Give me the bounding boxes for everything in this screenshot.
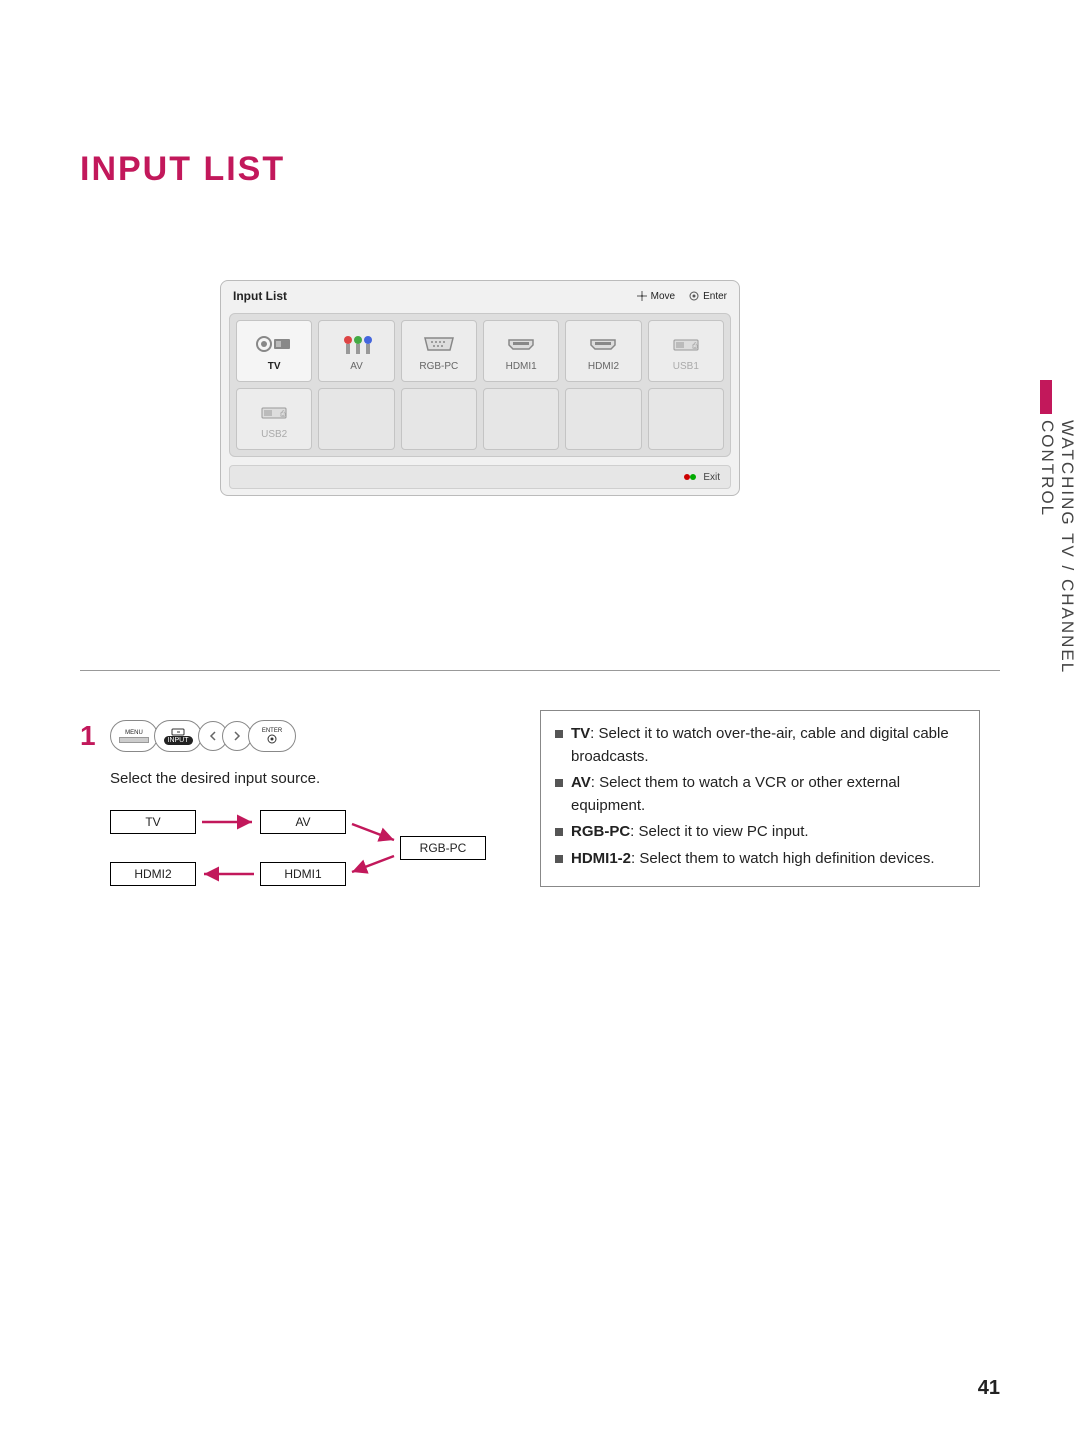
osd-cell-av: AV [318,320,394,382]
flow-box-hdmi2: HDMI2 [110,862,196,886]
input-flow-diagram: TV AV RGB-PC HDMI1 HDMI2 [110,810,510,930]
osd-cell-empty [318,388,394,450]
osd-exit-label: Exit [703,472,720,483]
osd-hint-enter: Enter [689,291,727,302]
chevron-left-icon [209,731,217,741]
osd-cell-hdmi1: HDMI1 [483,320,559,382]
vga-icon [419,331,459,357]
flow-box-hdmi1: HDMI1 [260,862,346,886]
usb-icon: ⎙ [254,399,294,425]
osd-header: Input List Move Enter [221,281,739,313]
osd-cell-rgb-pc: RGB-PC [401,320,477,382]
hdmi-icon [583,331,623,357]
info-item: AV: Select them to watch a VCR or other … [555,772,965,817]
svg-text:⎙: ⎙ [692,343,698,350]
info-item: RGB-PC: Select it to view PC input. [555,821,965,844]
page-number: 41 [978,1377,1000,1400]
osd-cell-usb2: ⎙ USB2 [236,388,312,450]
remote-buttons-row: MENU INPUT ENTER [110,720,296,752]
osd-cell-hdmi2: HDMI2 [565,320,641,382]
enter-icon [267,734,277,744]
bullet-icon [555,779,563,787]
osd-panel: Input List Move Enter TV AV RGB-PC HDMI1 HDM… [220,280,740,496]
tv-icon [254,331,294,357]
usb-icon: ⎙ [666,331,706,357]
av-icon [336,331,376,357]
osd-cell-empty [401,388,477,450]
osd-footer: Exit [229,465,731,489]
dpad-icon [637,291,647,301]
osd-cell-label: HDMI2 [588,361,619,372]
osd-cell-empty [565,388,641,450]
flow-box-av: AV [260,810,346,834]
remote-menu-button: MENU [110,720,158,752]
enter-dot-icon [689,291,699,301]
osd-cell-usb1: ⎙ USB1 [648,320,724,382]
hdmi-icon [501,331,541,357]
osd-cell-empty [483,388,559,450]
divider [80,670,1000,671]
bullet-icon [555,855,563,863]
flow-box-tv: TV [110,810,196,834]
bullet-icon [555,730,563,738]
osd-cell-label: USB2 [261,429,287,440]
remote-input-button: INPUT [154,720,202,752]
chevron-right-icon [233,731,241,741]
svg-text:⎙: ⎙ [280,411,286,418]
remote-enter-button: ENTER [248,720,296,752]
exit-icon [683,472,697,482]
osd-cell-label: AV [350,361,363,372]
osd-title: Input List [233,289,287,303]
info-box: TV: Select it to watch over-the-air, cab… [540,710,980,887]
osd-grid: TV AV RGB-PC HDMI1 HDMI2 ⎙ USB1 ⎙ USB2 [236,320,724,450]
info-item: TV: Select it to watch over-the-air, cab… [555,723,965,768]
osd-cell-empty [648,388,724,450]
osd-cell-label: TV [268,361,281,372]
section-tab-label: WATCHING TV / CHANNEL CONTROL [1037,380,1077,740]
step-number: 1 [80,720,96,752]
osd-cell-label: RGB-PC [419,361,458,372]
osd-cell-label: USB1 [673,361,699,372]
bullet-icon [555,828,563,836]
info-item: HDMI1-2: Select them to watch high defin… [555,848,965,871]
page-title: INPUT LIST [80,150,285,189]
section-tab: WATCHING TV / CHANNEL CONTROL [1040,380,1070,740]
osd-hint-move: Move [637,291,675,302]
osd-cell-tv: TV [236,320,312,382]
osd-cell-label: HDMI1 [506,361,537,372]
step-instruction: Select the desired input source. [110,770,320,787]
flow-box-rgbpc: RGB-PC [400,836,486,860]
input-icon [171,728,185,736]
